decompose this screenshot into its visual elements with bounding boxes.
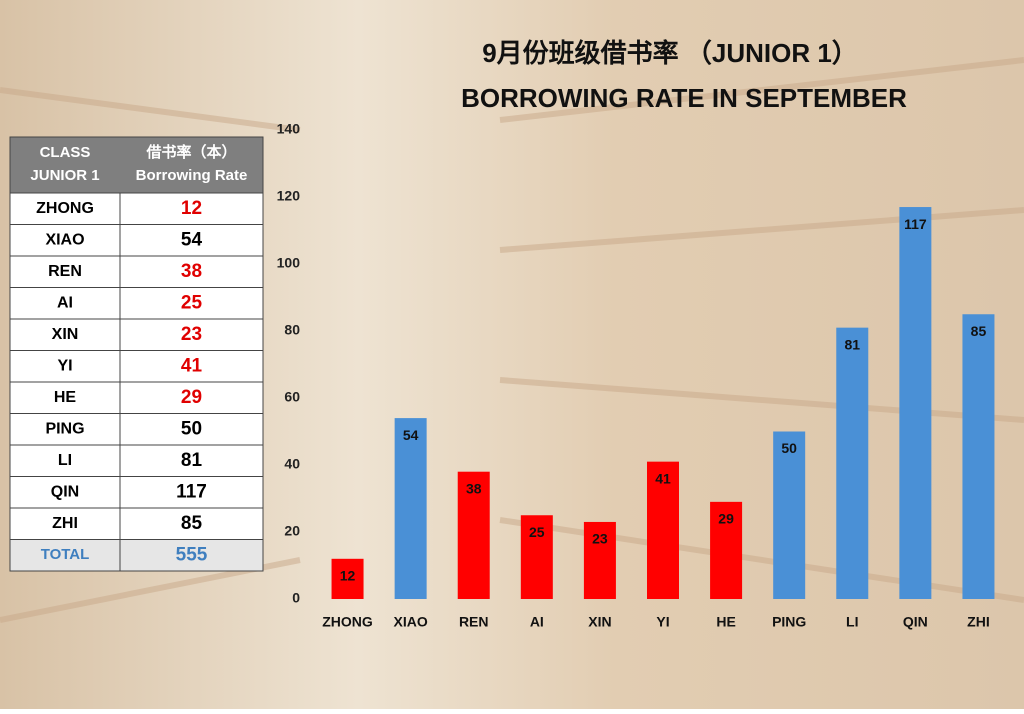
y-tick-label: 0: [292, 590, 300, 606]
x-tick-label: ZHI: [967, 614, 990, 630]
table-cell: [9, 255, 121, 288]
table-cell: [9, 507, 121, 540]
row-label: REN: [48, 263, 82, 280]
row-label: AI: [57, 294, 73, 311]
row-value: 38: [181, 261, 202, 282]
row-value: 25: [181, 292, 203, 313]
table: CLASS JUNIOR 1 借书率（本） Borrowing Rate ZHONG 12…: [9, 136, 264, 572]
y-tick-label: 120: [277, 188, 301, 204]
bar: [836, 327, 869, 599]
bar: [331, 558, 364, 599]
x-tick-label: XIN: [588, 614, 611, 630]
table-cell: [119, 539, 264, 572]
row-value: 41: [181, 355, 203, 376]
data-label: 81: [844, 336, 860, 352]
row-label: ZHI: [52, 515, 78, 532]
row-label: YI: [57, 357, 72, 374]
row-label: LI: [58, 452, 72, 469]
data-label: 38: [466, 480, 482, 496]
y-tick-label: 20: [284, 523, 300, 539]
table-cell: [119, 381, 264, 414]
y-tick-label: 100: [277, 255, 301, 271]
data-label: 117: [904, 216, 927, 232]
data-label: 29: [718, 511, 734, 527]
header-text: CLASS: [40, 144, 91, 161]
chart-title: 9月份班级借书率 （JUNIOR 1）: [482, 38, 858, 68]
chart-subtitle: BORROWING RATE IN SEPTEMBER: [461, 83, 907, 113]
row-label: ZHONG: [36, 200, 94, 217]
row-value: 555: [176, 544, 208, 565]
x-tick-label: HE: [716, 614, 735, 630]
row-value: 54: [181, 229, 203, 250]
bar: [520, 515, 553, 599]
row-label: PING: [45, 420, 84, 437]
data-label: 23: [592, 531, 608, 547]
row-value: 50: [181, 418, 202, 439]
data-label: 54: [403, 427, 419, 443]
y-tick-label: 40: [284, 456, 300, 472]
row-label: XIN: [52, 326, 79, 343]
table-cell: [9, 539, 121, 572]
bar: [710, 501, 743, 599]
y-tick-label: 60: [284, 389, 300, 405]
row-value: 23: [181, 324, 202, 345]
table-cell: [9, 413, 121, 446]
data-label: 50: [781, 440, 797, 456]
table-cell: [119, 476, 264, 509]
header-text: JUNIOR 1: [30, 167, 99, 184]
header-text: Borrowing Rate: [136, 167, 248, 184]
row-label: QIN: [51, 483, 79, 500]
x-tick-label: PING: [772, 614, 806, 630]
x-tick-label: ZHONG: [322, 614, 373, 630]
row-value: 29: [181, 387, 202, 408]
table-cell: [119, 287, 264, 320]
row-value: 12: [181, 198, 202, 219]
table-cell: [119, 350, 264, 383]
bar: [899, 207, 932, 600]
data-label: 25: [529, 524, 545, 540]
table-cell: [9, 287, 121, 320]
table-header: [9, 136, 264, 194]
y-tick-label: 80: [284, 322, 300, 338]
x-tick-label: LI: [846, 614, 858, 630]
chart: 0 20 40 60 80 100 120 140 ZHONG 12 XIAO 54 REN 38 AI 25…: [277, 121, 995, 630]
x-tick-label: XIAO: [394, 614, 428, 630]
x-tick-label: YI: [656, 614, 669, 630]
x-tick-label: REN: [459, 614, 489, 630]
table-cell: [119, 444, 264, 477]
bar: [583, 521, 616, 599]
row-value: 85: [181, 513, 203, 534]
bar: [647, 461, 679, 599]
row-value: 81: [181, 450, 203, 471]
row-label: TOTAL: [41, 546, 90, 563]
data-label: 12: [340, 568, 356, 584]
y-tick-label: 140: [277, 121, 301, 137]
data-label: 41: [655, 470, 671, 486]
row-label: XIAO: [45, 231, 84, 248]
table-cell: [119, 413, 264, 446]
table-cell: [119, 255, 264, 288]
bar: [457, 471, 490, 599]
row-value: 117: [176, 481, 207, 502]
data-label: 85: [971, 323, 987, 339]
x-tick-label: QIN: [903, 614, 928, 630]
bar: [962, 314, 995, 599]
table-cell: [119, 318, 264, 351]
row-label: HE: [54, 389, 77, 406]
table-cell: [9, 444, 121, 477]
header-text: 借书率（本）: [145, 143, 236, 161]
bar: [773, 431, 806, 599]
x-tick-label: AI: [530, 614, 544, 630]
bar: [394, 418, 427, 599]
